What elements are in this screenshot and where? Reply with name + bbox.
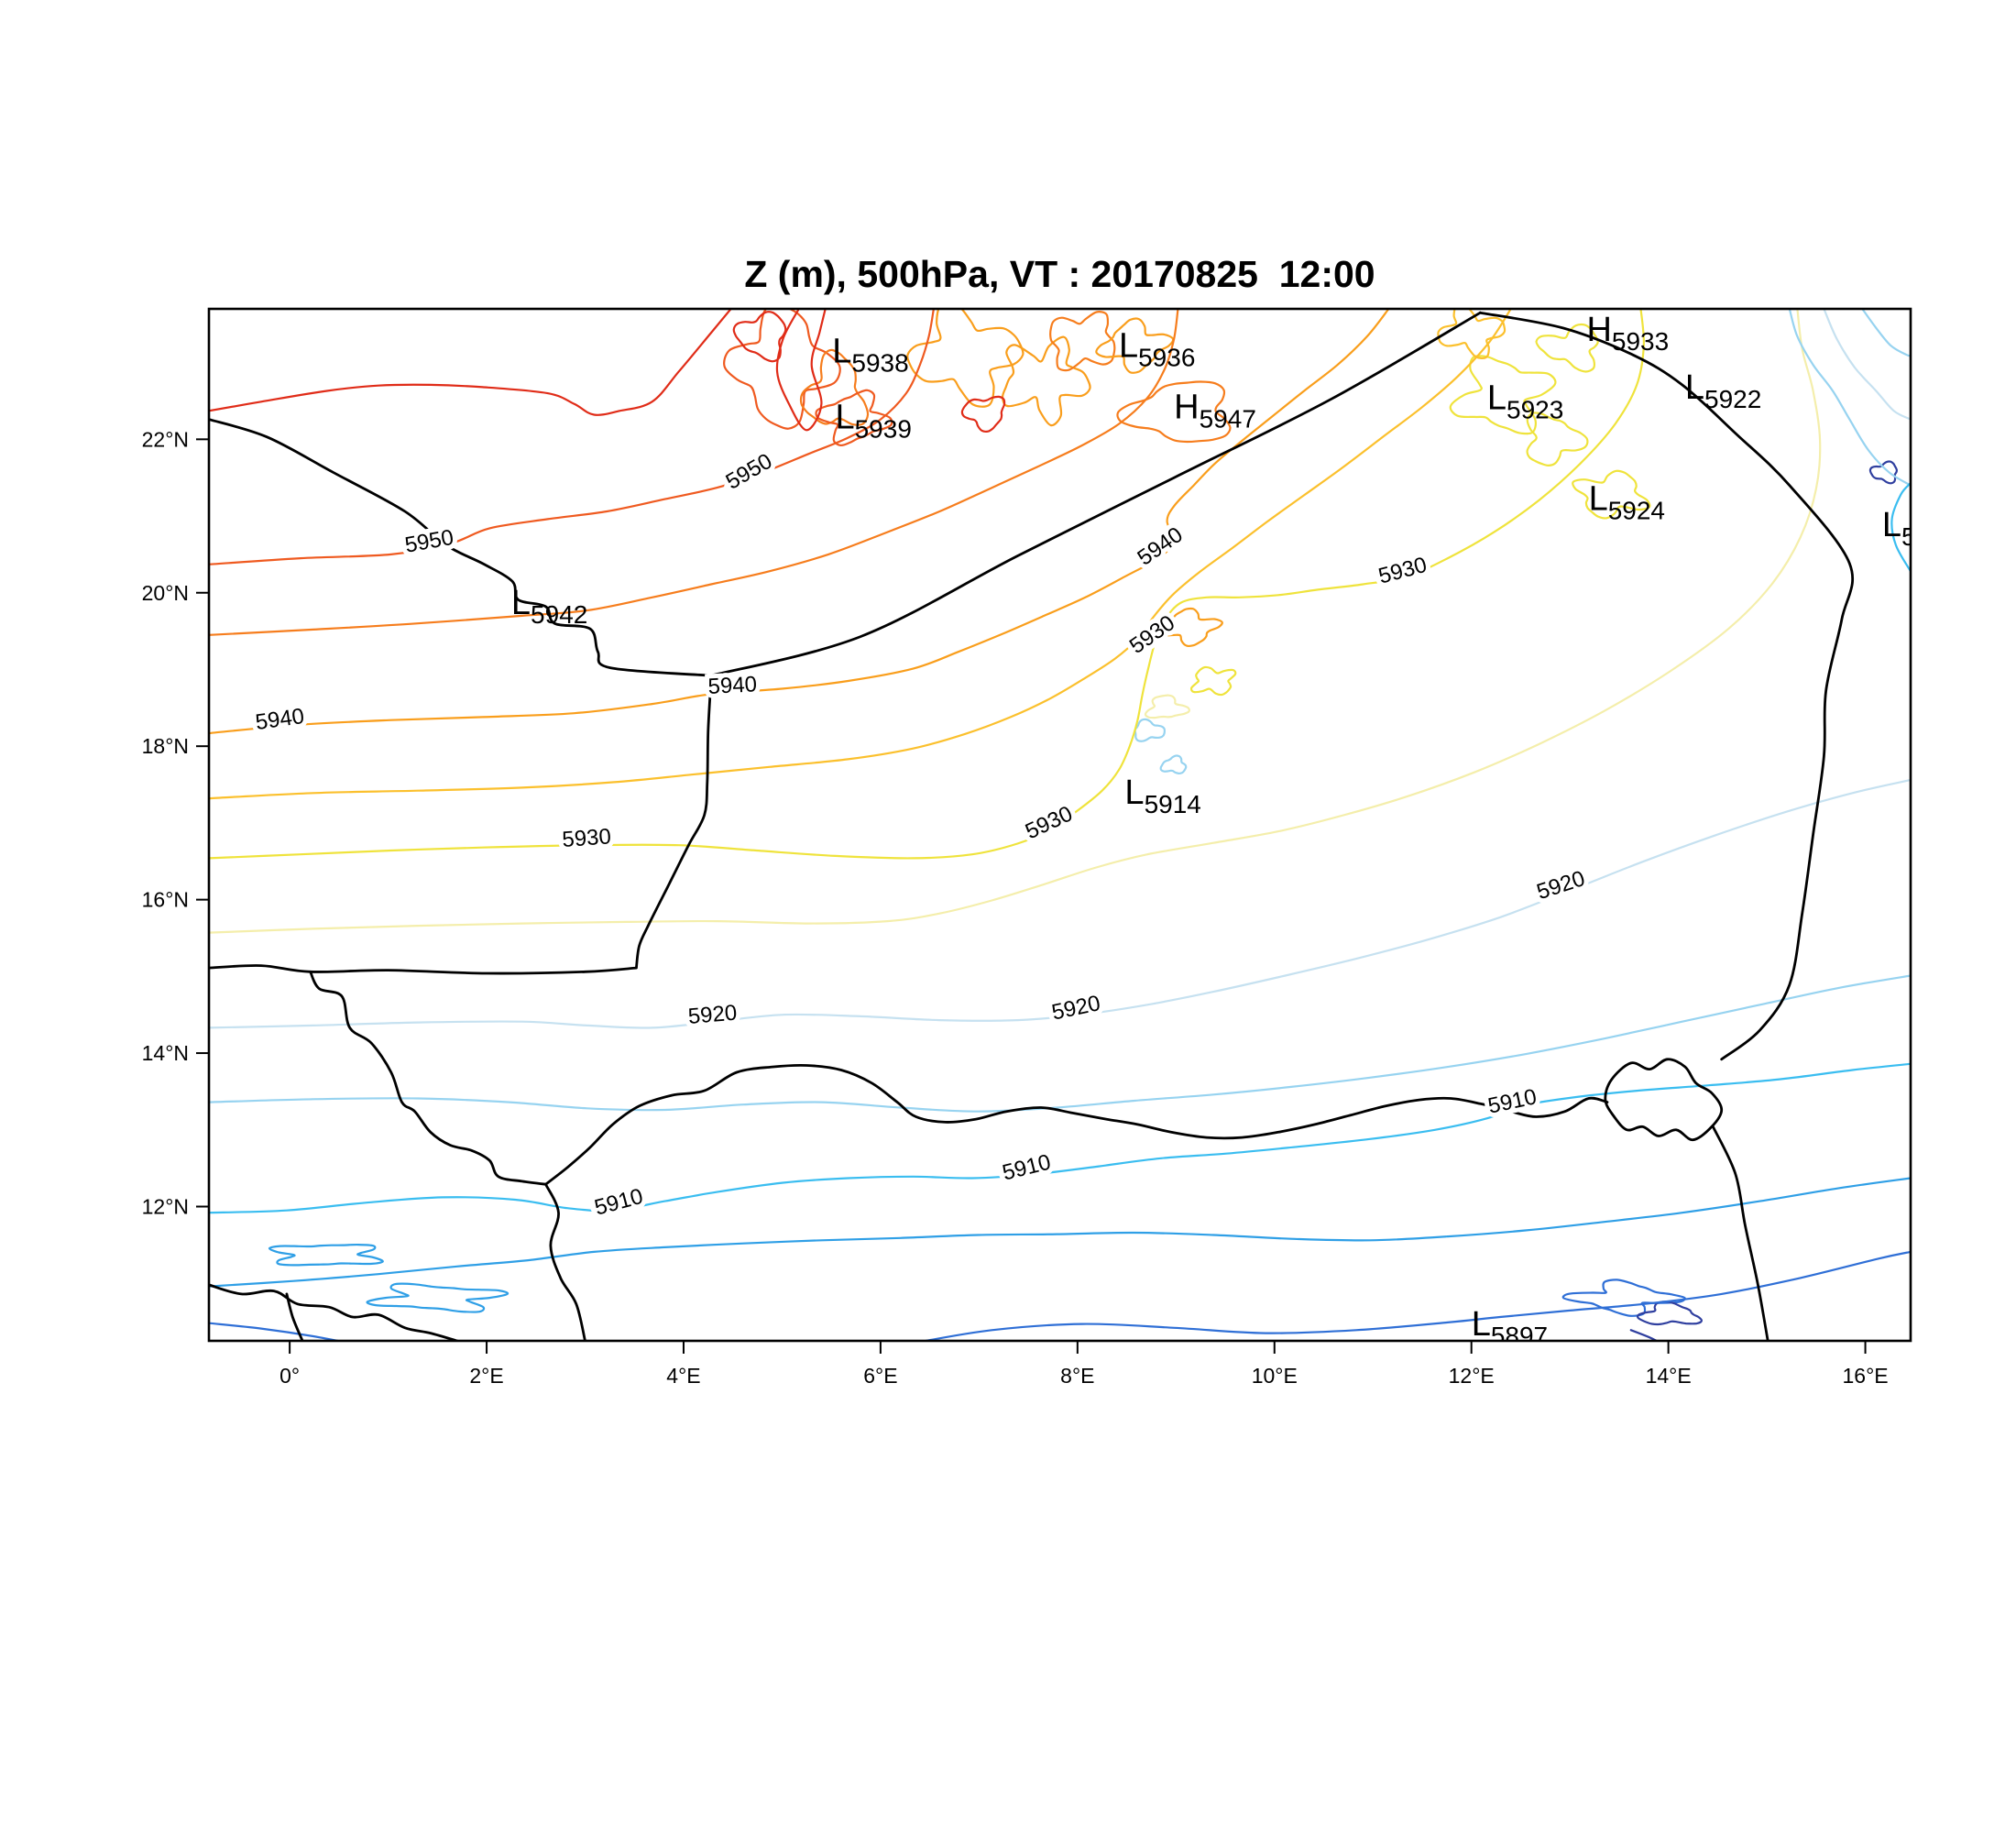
y-tick-label: 14°N: [142, 1041, 189, 1065]
contour-value-label: 5910: [592, 1184, 646, 1221]
country-border-ghana-togo-benin-north: [209, 1283, 459, 1341]
extremum-L-5923: L5923: [1487, 379, 1563, 424]
contour-line-5920: [209, 778, 1911, 1029]
contour-blob-5955: [960, 395, 1006, 433]
contour-value-label: 5910: [1000, 1149, 1053, 1185]
contour-blob-5935: [1437, 309, 1507, 360]
contour-blob-5945: [1049, 311, 1116, 372]
extremum-L-5936: L5936: [1119, 327, 1195, 372]
extremum-L-5939: L5939: [835, 399, 911, 444]
contour-value-label: 5940: [254, 704, 306, 735]
contour-blob-5930: [1449, 355, 1557, 435]
contour-line-5945: [209, 309, 1179, 636]
contour-line-5905: [209, 1177, 1911, 1288]
contour-value-label: 5940: [1134, 522, 1188, 571]
contour-value-label: 5910: [1485, 1084, 1539, 1119]
map-frame: [207, 307, 1912, 1343]
x-tick-label: 2°E: [469, 1364, 503, 1388]
x-tick-label: 4°E: [666, 1364, 700, 1388]
contour-value-label: 5930: [1022, 801, 1077, 844]
contour-value-label: 5920: [1049, 991, 1102, 1026]
contour-blob-5930: [1572, 469, 1651, 520]
contour-blob-5945: [1116, 380, 1232, 444]
extremum-L-5942: L5942: [511, 584, 587, 629]
extremum-L-5924: L5924: [1589, 479, 1665, 524]
extremum-L-5897: L5897: [1472, 1305, 1548, 1350]
contour-blob-5930: [1526, 412, 1589, 467]
contour-blob-5925: [1144, 694, 1190, 719]
y-tick-label: 16°N: [142, 888, 189, 912]
country-border-ghana-togo: [285, 1292, 304, 1341]
contour-line-5950: [209, 309, 935, 565]
y-tick-label: 20°N: [142, 581, 189, 605]
x-tick-label: 16°E: [1843, 1364, 1889, 1388]
contour-blob-5940: [1095, 317, 1175, 374]
contour-value-label: 5950: [722, 449, 777, 495]
country-border-algeria-niger: [709, 311, 1482, 677]
contour-line-5955: [775, 309, 827, 432]
y-tick-label: 18°N: [142, 734, 189, 758]
x-tick-label: 6°E: [863, 1364, 897, 1388]
x-tick-label: 12°E: [1449, 1364, 1495, 1388]
country-border-mali-niger-south: [209, 964, 638, 975]
contour-line-5915: [1788, 309, 1911, 487]
country-border-burkina-niger: [309, 970, 547, 1186]
contour-line-5915: [1861, 309, 1911, 357]
contour-blob-5930: [1535, 323, 1599, 373]
contour-value-label: 5950: [403, 525, 455, 558]
country-border-niger-nigeria: [544, 1063, 1609, 1186]
country-border-algeria-mali: [209, 418, 713, 677]
x-tick-label: 10°E: [1252, 1364, 1298, 1388]
contour-line-5910: [1890, 481, 1911, 573]
y-tick-label: 12°N: [142, 1194, 189, 1218]
chart-title: Z (m), 500hPa, VT : 20170825 12:00: [744, 253, 1375, 295]
contour-blob-5905: [366, 1282, 509, 1313]
contour-value-label: 5930: [1375, 553, 1430, 589]
contour-blob-5915: [1134, 718, 1166, 742]
contour-line-5920: [1823, 309, 1911, 421]
extremum-L-5: L5: [1882, 506, 1916, 551]
x-tick-label: 0°: [279, 1364, 300, 1388]
contour-blob-5930: [1189, 665, 1237, 697]
country-border-lake-chad: [1604, 1058, 1724, 1142]
contour-value-label: 5940: [707, 672, 758, 699]
contour-blob-5950: [723, 309, 841, 430]
contour-line-5895: [1629, 1329, 1658, 1341]
contour-blob-5895: [1868, 460, 1898, 485]
contour-blob-5940: [906, 309, 1024, 408]
x-tick-label: 8°E: [1060, 1364, 1094, 1388]
extremum-H-5947: H5947: [1174, 389, 1256, 434]
contour-value-label: 5920: [1534, 866, 1588, 905]
country-border-chad-nigeria-south: [1711, 1125, 1769, 1341]
y-tick-label: 22°N: [142, 427, 189, 451]
contour-line-5915: [209, 974, 1911, 1113]
country-border-mali-niger-east: [635, 676, 713, 970]
contour-line-5900: [920, 1250, 1911, 1341]
contour-blob-5900: [1561, 1279, 1686, 1317]
extremum-H-5933: H5933: [1586, 311, 1669, 356]
contour-value-label: 5930: [562, 824, 612, 852]
contour-line-5910: [209, 1062, 1911, 1214]
contour-blob-5895: [1636, 1301, 1704, 1326]
contour-blob-5905: [268, 1243, 384, 1267]
contour-line-5925: [209, 309, 1822, 934]
contour-line-5930: [209, 309, 1645, 860]
contour-line-5935: [209, 309, 1512, 800]
country-border-libya-chad-east: [1479, 311, 1855, 1061]
contour-value-label: 5920: [687, 1000, 739, 1029]
contour-blob-5940: [1001, 335, 1091, 427]
extremum-L-5922: L5922: [1685, 368, 1761, 413]
x-tick-label: 14°E: [1646, 1364, 1692, 1388]
contour-line-5940: [209, 309, 1390, 735]
contour-line-5955: [209, 309, 732, 416]
extremum-L-5938: L5938: [832, 333, 908, 378]
contour-blob-5945: [799, 348, 870, 426]
country-border-benin-nigeria-west: [544, 1182, 586, 1341]
extremum-L-5914: L5914: [1124, 774, 1200, 818]
contour-blob-5915: [1159, 754, 1188, 775]
